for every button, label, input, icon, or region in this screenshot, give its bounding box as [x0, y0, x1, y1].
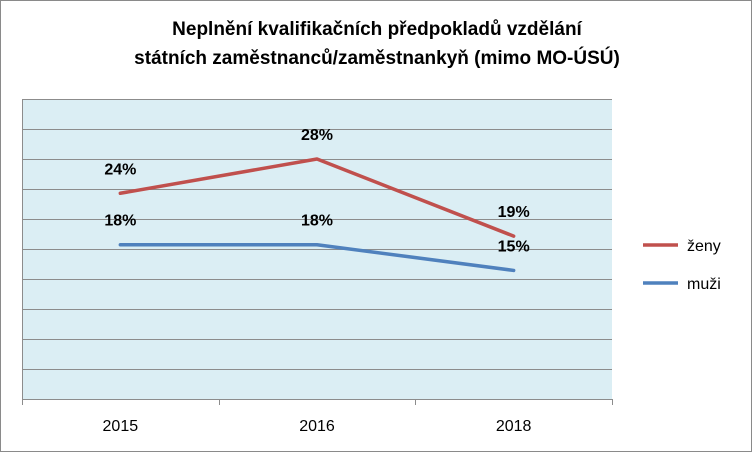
- chart-title: Neplnění kvalifikačních předpokladů vzdě…: [1, 15, 752, 73]
- data-label: 18%: [301, 213, 333, 230]
- data-label: 15%: [498, 238, 530, 255]
- legend-label: ženy: [687, 238, 721, 255]
- x-tick-label: 2018: [496, 418, 532, 435]
- data-label: 18%: [104, 213, 136, 230]
- chart-title-line-2: státních zaměstnanců/zaměstnankyň (mimo …: [134, 48, 620, 69]
- data-label: 19%: [498, 204, 530, 221]
- chart-title-line-1: Neplnění kvalifikačních předpokladů vzdě…: [172, 19, 582, 40]
- data-label: 28%: [301, 127, 333, 144]
- legend-label: muži: [687, 276, 721, 293]
- data-label: 24%: [104, 161, 136, 178]
- x-tick-label: 2016: [299, 418, 335, 435]
- x-tick-label: 2015: [103, 418, 139, 435]
